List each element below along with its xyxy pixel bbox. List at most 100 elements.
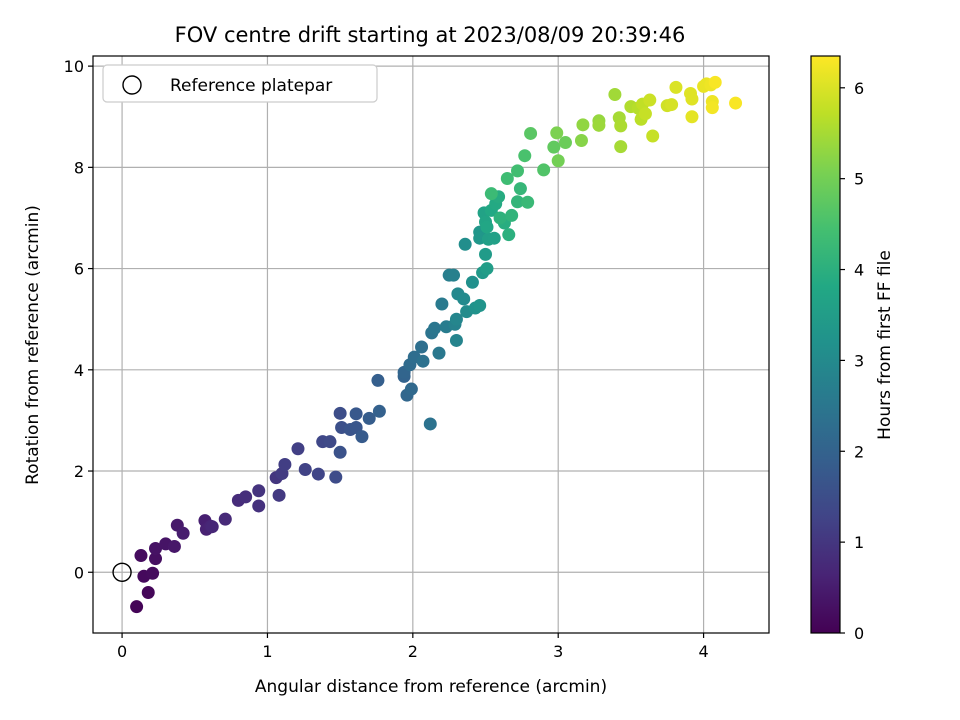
- data-point: [252, 484, 266, 498]
- data-point: [134, 549, 148, 563]
- colorbar: 0 1 2 3 4 5 6 Hours from first FF file: [810, 55, 895, 643]
- data-point: [149, 541, 163, 555]
- data-point: [333, 406, 347, 420]
- data-point: [510, 164, 524, 178]
- data-point: [298, 463, 312, 477]
- data-point: [487, 231, 501, 245]
- colorbar-tick-label: 3: [854, 351, 864, 370]
- data-point: [404, 382, 418, 396]
- data-point: [484, 187, 498, 201]
- y-tick-label: 0: [74, 563, 84, 582]
- data-point: [432, 346, 446, 360]
- x-tick-label: 1: [262, 642, 272, 661]
- data-point: [423, 417, 437, 431]
- colorbar-ticks: 0 1 2 3 4 5 6: [840, 79, 864, 643]
- data-point: [205, 520, 219, 534]
- data-point: [291, 442, 305, 456]
- y-tick-label: 6: [74, 260, 84, 279]
- data-point: [643, 93, 657, 107]
- data-point: [449, 333, 463, 347]
- data-point: [480, 262, 494, 276]
- data-point: [493, 211, 507, 225]
- data-point: [311, 467, 325, 481]
- data-point: [500, 171, 514, 185]
- data-point: [550, 126, 564, 140]
- y-axis-label: Rotation from reference (arcmin): [23, 205, 43, 485]
- data-point: [665, 98, 679, 112]
- data-point: [428, 321, 442, 335]
- data-point: [458, 237, 472, 251]
- data-point: [167, 539, 181, 553]
- legend-entry-reference: Reference platepar: [170, 76, 332, 96]
- data-point: [479, 247, 493, 261]
- data-point: [176, 526, 190, 540]
- data-point: [646, 129, 660, 143]
- data-point: [510, 195, 524, 209]
- data-point: [146, 566, 160, 580]
- data-point: [218, 512, 232, 526]
- y-tick-label: 10: [64, 57, 84, 76]
- x-tick-label: 2: [408, 642, 418, 661]
- data-point: [505, 208, 519, 222]
- data-point: [547, 140, 561, 154]
- data-point: [371, 373, 385, 387]
- data-point: [574, 134, 588, 148]
- colorbar-tick-label: 6: [854, 79, 864, 98]
- data-point: [551, 154, 565, 168]
- colorbar-tick-label: 0: [854, 624, 864, 643]
- data-point: [502, 228, 516, 242]
- x-tick-label: 3: [553, 642, 563, 661]
- data-point: [685, 92, 699, 106]
- data-point: [480, 220, 494, 234]
- data-point: [449, 312, 463, 326]
- x-axis-label: Angular distance from reference (arcmin): [255, 677, 607, 697]
- data-point: [447, 268, 461, 282]
- data-point: [576, 118, 590, 132]
- plot-area-frame: [92, 55, 770, 634]
- data-point: [415, 340, 429, 354]
- data-points: [130, 75, 743, 614]
- data-point: [708, 75, 722, 89]
- data-point: [149, 552, 163, 566]
- grid-lines: [93, 56, 769, 633]
- x-tick-label: 4: [698, 642, 708, 661]
- colorbar-tick-label: 1: [854, 533, 864, 552]
- data-point: [329, 470, 343, 484]
- data-point: [537, 163, 551, 177]
- y-axis-ticks: 0 2 4 6 8 10: [64, 57, 93, 582]
- colorbar-tick-label: 5: [854, 170, 864, 189]
- y-tick-label: 4: [74, 361, 84, 380]
- data-point: [252, 499, 266, 513]
- data-point: [513, 182, 527, 196]
- y-tick-label: 2: [74, 462, 84, 481]
- data-point: [614, 119, 628, 133]
- reference-platepar-marker: [112, 562, 132, 582]
- x-tick-label: 0: [117, 642, 127, 661]
- x-axis-ticks: 0 1 2 3 4: [117, 633, 709, 661]
- data-point: [524, 126, 538, 140]
- data-point: [323, 435, 337, 449]
- colorbar-frame: [810, 55, 841, 634]
- colorbar-scale: [811, 56, 840, 633]
- data-point: [372, 404, 386, 418]
- colorbar-tick-label: 4: [854, 261, 864, 280]
- data-point: [685, 110, 699, 124]
- data-point: [705, 101, 719, 115]
- data-point: [435, 297, 449, 311]
- data-point: [465, 275, 479, 289]
- data-point: [669, 80, 683, 94]
- data-point: [130, 600, 144, 614]
- data-point: [592, 118, 606, 132]
- data-point: [355, 430, 369, 444]
- data-point: [608, 87, 622, 101]
- data-point: [362, 411, 376, 425]
- data-point: [457, 292, 471, 306]
- y-tick-label: 8: [74, 158, 84, 177]
- data-point: [272, 488, 286, 502]
- data-point: [638, 107, 652, 121]
- legend-reference-marker: [122, 75, 142, 95]
- colorbar-label: Hours from first FF file: [875, 250, 895, 440]
- data-point: [333, 445, 347, 459]
- data-point: [473, 299, 487, 313]
